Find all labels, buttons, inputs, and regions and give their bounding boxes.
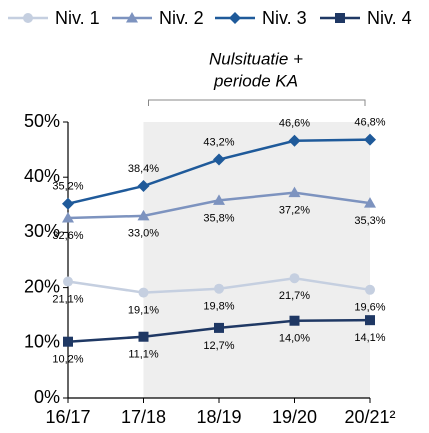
x-tick-label: 20/21² [344,407,395,427]
marker [288,134,301,147]
marker [214,283,224,294]
data-label: 32,6% [52,230,83,242]
y-tick-label: 10% [24,332,60,352]
marker [364,133,376,146]
marker [62,212,74,223]
data-label: 10,2% [52,354,83,366]
marker [214,322,224,333]
marker [213,194,225,205]
marker [62,197,74,210]
marker [335,13,345,23]
data-label: 14,1% [354,332,385,344]
marker [213,153,225,166]
y-tick-label: 20% [24,276,60,296]
data-label: 19,1% [128,304,159,316]
annotation-bracket [148,99,366,106]
marker [289,273,300,284]
data-label: 38,4% [128,163,159,175]
marker [126,12,138,23]
data-label: 14,0% [279,333,310,345]
data-label: 12,7% [203,340,234,352]
data-label: 37,2% [279,205,310,217]
x-tick-label: 17/18 [121,407,166,427]
data-label: 33,0% [128,228,159,240]
marker [137,209,150,221]
marker [137,180,150,193]
data-label: 35,8% [203,212,234,224]
y-tick-label: 30% [24,221,60,241]
y-tick-label: 40% [24,166,60,186]
data-label: 19,6% [354,302,385,314]
data-label: 46,8% [354,117,385,129]
data-label: 19,8% [203,301,234,313]
data-label: 43,2% [203,136,234,148]
marker [23,13,33,23]
y-tick-label: 0% [34,387,60,407]
marker [229,12,241,24]
data-label: 35,3% [354,215,385,227]
legend-label: Niv. 2 [159,8,204,28]
y-tick-label: 50% [24,111,60,131]
marker [63,276,73,287]
data-label: 35,2% [52,181,83,193]
legend-label: Niv. 4 [367,8,412,28]
marker [288,186,301,198]
data-label: 21,1% [52,293,83,305]
x-tick-label: 16/17 [45,407,90,427]
shaded-period [143,122,370,398]
data-label: 46,6% [279,118,310,130]
x-tick-label: 19/20 [272,407,317,427]
marker [63,336,73,347]
legend-label: Niv. 1 [55,8,100,28]
marker [365,284,375,295]
legend-label: Niv. 3 [262,8,307,28]
data-label: 21,7% [279,290,310,302]
background-layer [143,122,370,398]
annotation: Nulsituatie + [209,49,303,68]
x-tick-label: 18/19 [196,407,241,427]
annotation: periode KA [213,71,298,90]
marker [289,315,300,326]
marker [365,315,375,326]
data-label: 11,1% [128,349,159,361]
marker [138,331,149,342]
marker [138,287,149,298]
marker [364,197,376,208]
